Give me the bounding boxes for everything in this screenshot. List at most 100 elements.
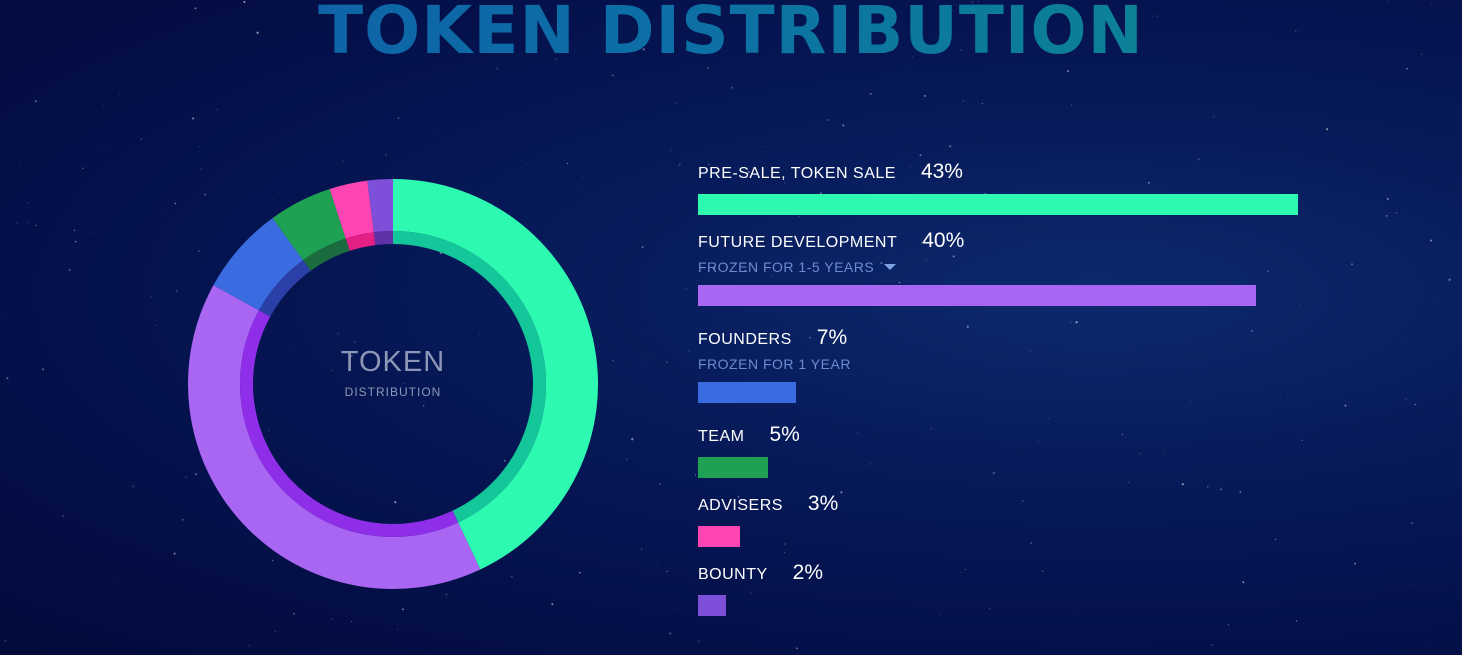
star — [274, 630, 276, 632]
donut-inner-ring-team — [303, 238, 350, 271]
star — [1448, 278, 1451, 281]
legend-item-future-development: FUTURE DEVELOPMENT 40% FROZEN FOR 1-5 YE… — [698, 229, 1418, 306]
star — [1424, 115, 1426, 117]
star — [694, 474, 697, 476]
legend-percent: 7% — [816, 326, 848, 349]
donut-center-title: TOKEN — [340, 345, 446, 378]
donut-slice-advisers — [329, 180, 374, 239]
legend-label: PRE-SALE, TOKEN SALE — [698, 165, 896, 182]
star — [34, 100, 37, 103]
page-title: TOKEN DISTRIBUTION — [0, 0, 1462, 69]
star — [396, 628, 399, 630]
legend-percent: 5% — [769, 423, 800, 446]
donut-center-subtitle: DISTRIBUTION — [344, 384, 442, 399]
bar-founders — [698, 382, 796, 403]
star — [389, 626, 391, 627]
legend-note: FROZEN FOR 1 YEAR — [698, 354, 1418, 374]
legend-note-text: FROZEN FOR 1 YEAR — [698, 356, 851, 372]
star — [640, 548, 643, 550]
legend-percent: 43% — [920, 160, 963, 183]
star — [155, 324, 158, 326]
star — [192, 117, 195, 120]
star — [566, 162, 569, 165]
star — [659, 483, 661, 485]
legend-percent: 40% — [922, 229, 965, 252]
legend-item-pre-sale: PRE-SALE, TOKEN SALE 43% — [698, 160, 1418, 215]
star — [641, 246, 644, 248]
star — [181, 518, 185, 521]
star — [19, 160, 21, 162]
star — [110, 71, 112, 73]
star — [445, 593, 448, 596]
donut-inner-ring-advisers — [345, 232, 376, 251]
star — [1421, 186, 1422, 188]
star — [174, 202, 176, 205]
legend-label: TEAM — [698, 428, 745, 445]
legend-percent: 3% — [807, 492, 839, 515]
star — [132, 485, 135, 488]
star — [293, 612, 295, 615]
star — [248, 644, 250, 647]
star — [669, 632, 672, 635]
star — [82, 167, 84, 169]
donut-chart-svg — [188, 179, 598, 589]
star — [35, 224, 38, 227]
legend-item-team: TEAM 5% — [698, 423, 1418, 478]
star — [608, 354, 611, 356]
star — [200, 168, 203, 171]
star — [670, 150, 672, 152]
donut-inner-ring-future-development — [240, 310, 459, 537]
legend-note-toggle[interactable]: FROZEN FOR 1-5 YEARS — [698, 257, 1418, 277]
star — [430, 653, 431, 655]
donut-inner-ring-founders — [258, 260, 311, 317]
legend-item-advisers: ADVISERS 3% — [698, 492, 1418, 547]
bar-bounty — [698, 595, 726, 616]
star — [688, 349, 691, 352]
legend-label: ADVISERS — [698, 497, 783, 514]
donut-inner-ring-bounty — [373, 231, 393, 246]
star — [68, 269, 71, 271]
legend-label: FUTURE DEVELOPMENT — [698, 234, 898, 251]
donut-slice-bounty — [367, 179, 393, 233]
star — [675, 101, 678, 104]
caret-down-icon[interactable] — [884, 264, 897, 270]
star — [16, 221, 18, 224]
star — [612, 359, 614, 362]
bar-team — [698, 457, 768, 478]
star — [216, 109, 218, 111]
star — [431, 134, 433, 135]
star — [93, 232, 95, 234]
star — [647, 359, 649, 361]
star — [175, 289, 178, 293]
star — [149, 296, 152, 298]
star — [627, 602, 629, 604]
star — [551, 603, 554, 606]
star — [27, 202, 30, 204]
star — [331, 618, 334, 620]
star — [611, 74, 614, 77]
donut-center: TOKEN DISTRIBUTION — [187, 178, 599, 590]
star — [164, 214, 166, 216]
star — [61, 514, 65, 517]
star — [631, 438, 634, 441]
star — [666, 570, 668, 573]
star — [1427, 643, 1430, 645]
donut-chart: TOKEN DISTRIBUTION — [187, 178, 599, 590]
star — [397, 117, 400, 120]
donut-slice-team — [272, 189, 346, 261]
star — [0, 318, 1, 320]
legend-label: FOUNDERS — [698, 331, 792, 348]
star — [112, 576, 114, 578]
legend-percent: 2% — [792, 561, 824, 584]
legend-label: BOUNTY — [698, 566, 768, 583]
bar-advisers — [698, 526, 740, 547]
star — [671, 607, 673, 609]
donut-slice-pre-sale — [393, 179, 598, 570]
donut-slice-future-development — [188, 285, 481, 589]
star — [4, 640, 7, 642]
star — [647, 331, 649, 333]
star — [119, 93, 120, 95]
star — [198, 145, 200, 148]
star — [102, 105, 104, 107]
star — [685, 288, 687, 290]
